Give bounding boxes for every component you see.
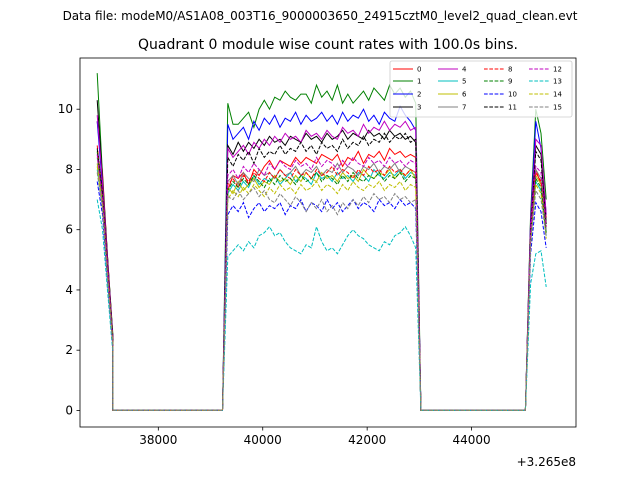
series-0-line <box>96 121 547 411</box>
legend-label-7: 7 <box>462 104 466 112</box>
legend-label-10: 10 <box>508 91 517 99</box>
legend-label-14: 14 <box>553 91 562 99</box>
series-9-line <box>96 151 547 411</box>
x-tick-label: 38000 <box>139 433 177 447</box>
y-tick-label: 4 <box>65 283 73 297</box>
x-axis-offset-label: +3.265e8 <box>517 455 576 469</box>
plot-frame <box>79 57 577 428</box>
legend-label-3: 3 <box>417 104 421 112</box>
series-4-line <box>96 115 547 411</box>
legend-label-5: 5 <box>462 78 466 86</box>
legend-label-0: 0 <box>417 66 421 74</box>
series-12-line <box>96 154 547 411</box>
x-tick-label: 40000 <box>244 433 282 447</box>
legend-label-12: 12 <box>553 66 562 74</box>
legend-label-13: 13 <box>553 78 562 86</box>
legend-label-4: 4 <box>462 66 467 74</box>
chart-title: Quadrant 0 module wise count rates with … <box>138 37 518 53</box>
legend-label-11: 11 <box>508 104 517 112</box>
y-tick-label: 6 <box>65 223 73 237</box>
legend-label-2: 2 <box>417 91 421 99</box>
y-tick-label: 10 <box>58 102 73 116</box>
series-lines <box>96 73 547 411</box>
y-tick-label: 8 <box>65 162 73 176</box>
legend-label-15: 15 <box>553 104 562 112</box>
series-8-line <box>96 145 547 411</box>
x-tick-label: 42000 <box>348 433 386 447</box>
y-tick-label: 0 <box>65 403 73 417</box>
series-15-line <box>96 172 547 411</box>
y-axis-ticks: 0 2 4 6 8 10 <box>58 102 80 417</box>
series-11-line <box>96 132 547 411</box>
legend-frame <box>389 60 573 118</box>
figure-suptitle: Data file: modeM0/AS1A08_003T16_90000036… <box>63 9 578 23</box>
series-14-line <box>96 166 547 411</box>
series-13-line <box>96 199 547 411</box>
legend-label-8: 8 <box>508 66 512 74</box>
legend-label-6: 6 <box>462 91 467 99</box>
series-10-line <box>96 181 547 411</box>
y-tick-label: 2 <box>65 343 73 357</box>
legend-label-9: 9 <box>508 78 512 86</box>
legend-label-1: 1 <box>417 78 421 86</box>
x-axis-ticks: 38000 40000 42000 44000 <box>139 427 491 447</box>
x-tick-label: 44000 <box>452 433 490 447</box>
